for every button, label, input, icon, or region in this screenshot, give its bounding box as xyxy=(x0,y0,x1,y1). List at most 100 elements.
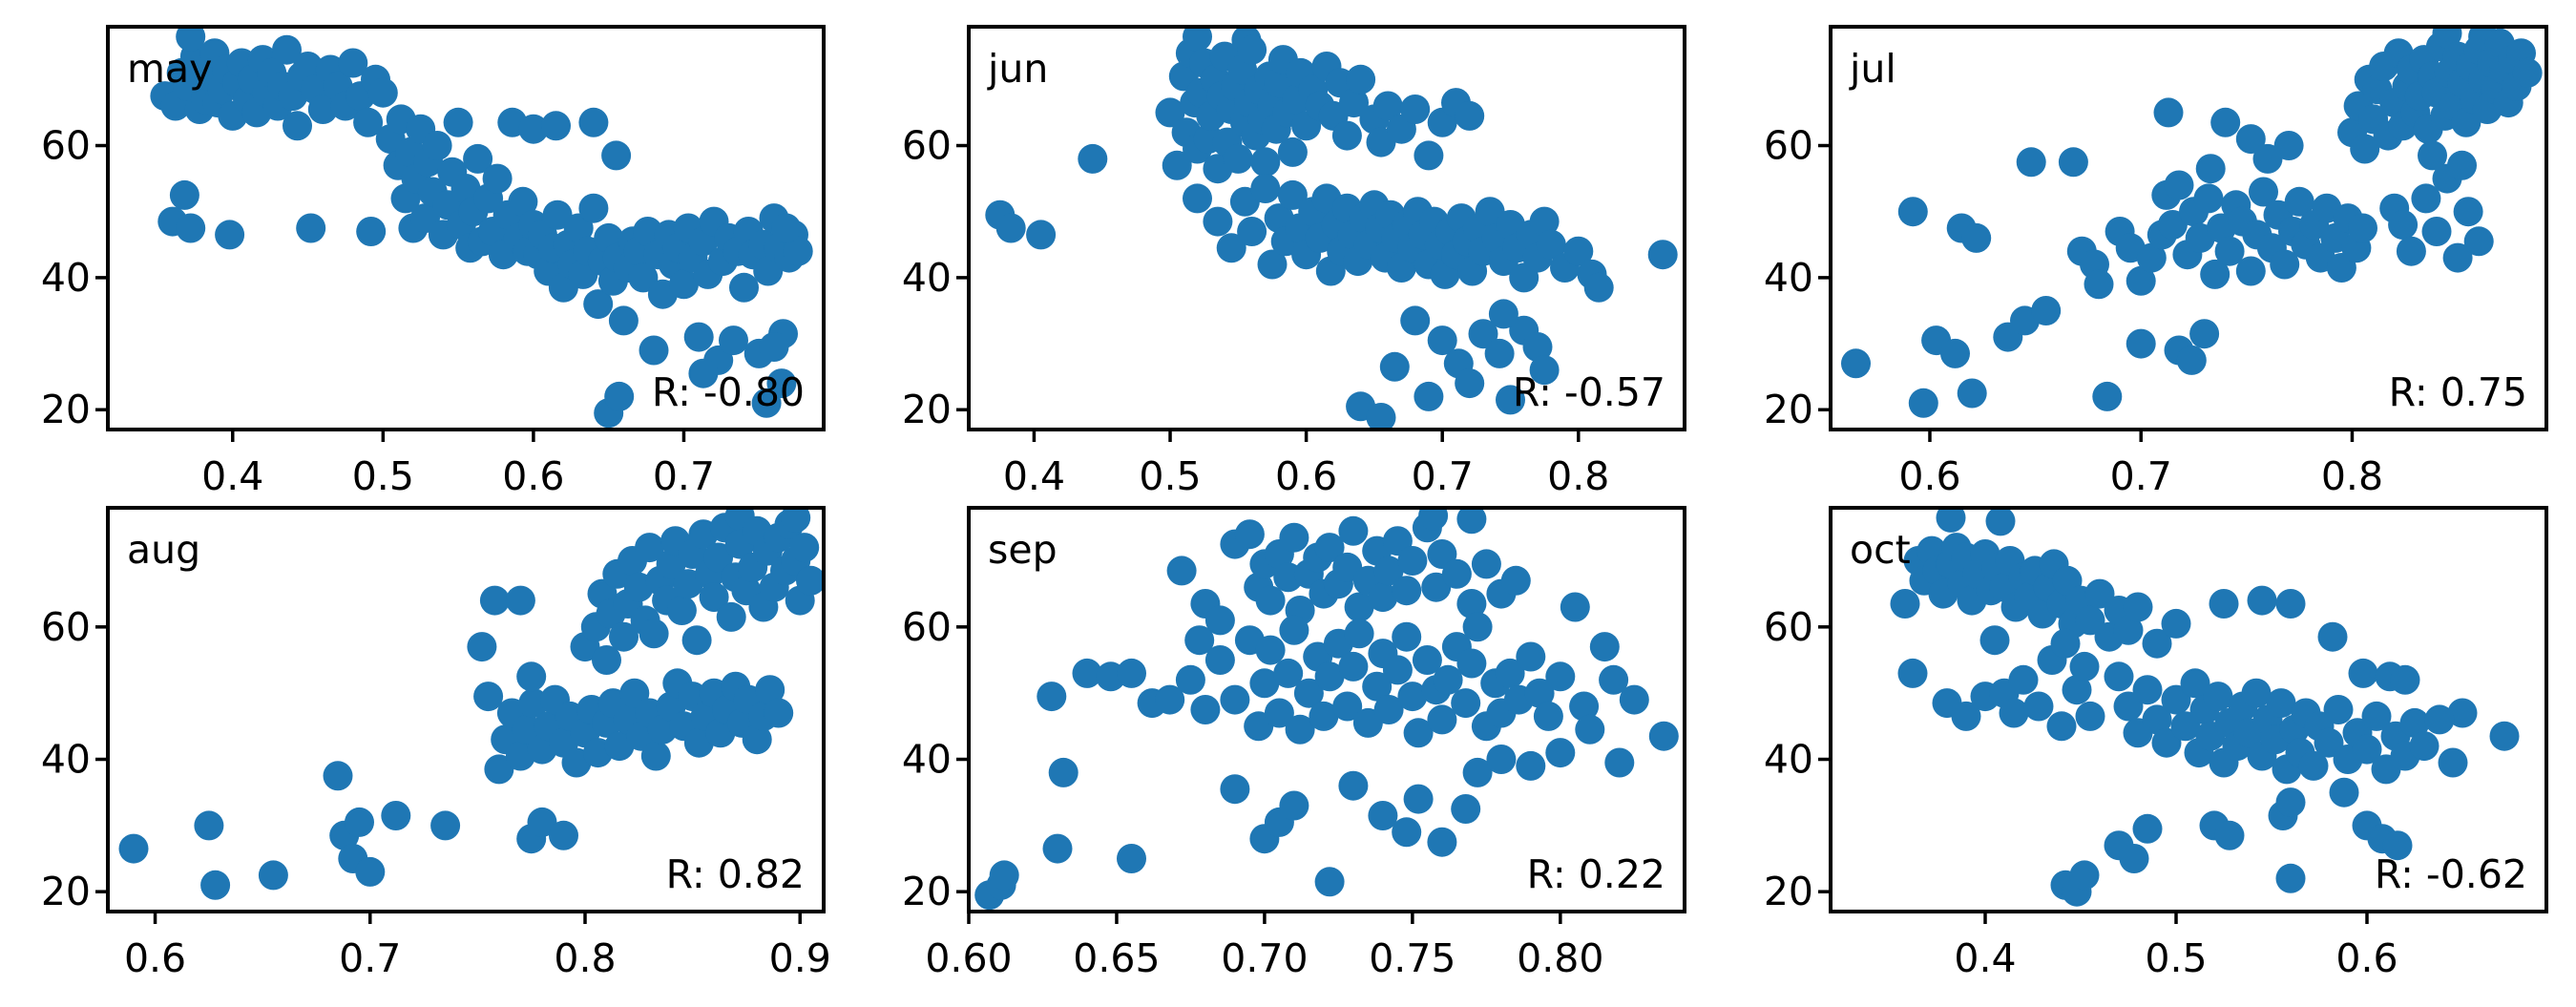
scatter-points xyxy=(1890,508,2520,907)
scatter-point xyxy=(1309,701,1339,731)
scatter-point xyxy=(1255,585,1286,616)
scatter-point xyxy=(1314,661,1345,692)
scatter-point xyxy=(1999,698,2029,728)
scatter-point xyxy=(2084,578,2115,609)
scatter-point xyxy=(1961,222,1992,253)
scatter-point xyxy=(796,565,824,596)
scatter-point xyxy=(283,111,312,141)
subplot-sep: 0.60 0.65 0.70 0.75 0.80 20 40 60 sep R: 0.22 xyxy=(902,506,1686,981)
y-tick-label: 40 xyxy=(902,255,952,301)
subplot-may: 0.4 0.5 0.6 0.7 20 40 60 may R: -0.80 xyxy=(41,25,826,499)
scatter-point xyxy=(1841,348,1871,379)
y-tick-label: 60 xyxy=(902,604,952,650)
scatter-point xyxy=(1331,120,1362,151)
scatter-point xyxy=(2451,107,2482,137)
scatter-point xyxy=(2031,296,2062,325)
scatter-point xyxy=(1379,351,1410,382)
scatter-point xyxy=(467,632,497,662)
subplot-title-label: oct xyxy=(1850,527,1911,573)
scatter-point xyxy=(169,179,199,210)
scatter-point xyxy=(2317,621,2348,652)
scatter-point xyxy=(1560,592,1590,622)
scatter-point xyxy=(1339,88,1369,118)
scatter-point xyxy=(2275,863,2306,893)
scatter-point xyxy=(1589,632,1620,662)
scatter-point xyxy=(1346,64,1376,94)
subplot-title-label: aug xyxy=(127,527,200,573)
subplot-title-label: sep xyxy=(988,527,1058,573)
y-tick-label: 20 xyxy=(902,387,952,432)
scatter-point xyxy=(1162,150,1192,180)
scatter-point xyxy=(2214,236,2245,266)
scatter-point xyxy=(1373,695,1404,724)
scatter-point xyxy=(1204,605,1235,636)
axes-box xyxy=(1829,25,2548,431)
scatter-point xyxy=(518,114,549,144)
scatter-point xyxy=(307,94,338,124)
scatter-point xyxy=(781,508,811,533)
scatter-point xyxy=(1500,565,1531,596)
x-tick-label: 0.75 xyxy=(1369,935,1456,981)
scatter-point xyxy=(1368,801,1398,830)
scatter-point xyxy=(2388,210,2419,240)
scatter-point xyxy=(1392,576,1422,606)
scatter-point xyxy=(1897,197,1928,227)
scatter-point xyxy=(2126,265,2156,296)
x-tick-label: 0.70 xyxy=(1221,935,1308,981)
scatter-point xyxy=(2390,664,2420,695)
scatter-point xyxy=(2382,830,2413,861)
scatter-point xyxy=(484,754,514,785)
scatter-point xyxy=(2252,143,2283,174)
scatter-point xyxy=(989,860,1019,891)
scatter-point xyxy=(1344,592,1374,622)
scatter-point xyxy=(1468,319,1498,349)
scatter-point xyxy=(1026,220,1057,250)
scatter-point xyxy=(1400,305,1431,336)
scatter-point xyxy=(2275,589,2306,619)
scatter-point xyxy=(1314,867,1345,897)
scatter-point xyxy=(516,661,547,692)
scatter-point xyxy=(430,810,461,841)
x-tick-label: 0.4 xyxy=(1954,935,2016,981)
scatter-point xyxy=(2489,721,2520,751)
scatter-point xyxy=(118,833,149,864)
x-tick-label: 0.9 xyxy=(769,935,831,981)
scatter-point xyxy=(2132,813,2163,844)
y-tick-label: 40 xyxy=(1764,737,1813,783)
scatter-point xyxy=(356,217,387,246)
scatter-point xyxy=(381,801,411,830)
scatter-point xyxy=(527,807,557,837)
scatter-point xyxy=(1495,658,1525,688)
scatter-point xyxy=(443,107,473,137)
scatter-point xyxy=(2069,651,2100,682)
x-tick-label: 0.65 xyxy=(1073,935,1160,981)
y-tick-label: 60 xyxy=(1764,604,1813,650)
axes-box xyxy=(967,25,1686,431)
scatter-point xyxy=(2161,684,2191,715)
scatter-point xyxy=(2424,704,2455,735)
y-tick-label: 20 xyxy=(41,869,91,914)
scatter-point xyxy=(2104,661,2134,692)
scatter-point xyxy=(1285,714,1315,745)
scatter-point xyxy=(2409,731,2440,762)
scatter-point xyxy=(345,807,374,837)
scatter-point xyxy=(1403,784,1434,814)
scatter-point xyxy=(323,761,353,791)
scatter-point xyxy=(2084,269,2114,300)
scatter-point xyxy=(1237,217,1267,246)
scatter-point xyxy=(2092,381,2123,411)
scatter-point xyxy=(1545,661,1576,692)
scatter-point xyxy=(1456,648,1487,679)
scatter-point xyxy=(1279,522,1309,553)
scatter-point xyxy=(1403,718,1434,748)
scatter-point xyxy=(1455,100,1485,131)
scatter-point xyxy=(2241,678,2272,708)
scatter-point xyxy=(353,107,384,137)
scatter-point xyxy=(2314,727,2344,758)
scatter-point xyxy=(1599,664,1629,695)
y-tick-label: 20 xyxy=(902,869,952,914)
y-tick-label: 40 xyxy=(41,737,91,783)
scatter-point xyxy=(215,220,245,250)
scatter-point xyxy=(1273,658,1304,688)
scatter-point xyxy=(1332,691,1363,722)
